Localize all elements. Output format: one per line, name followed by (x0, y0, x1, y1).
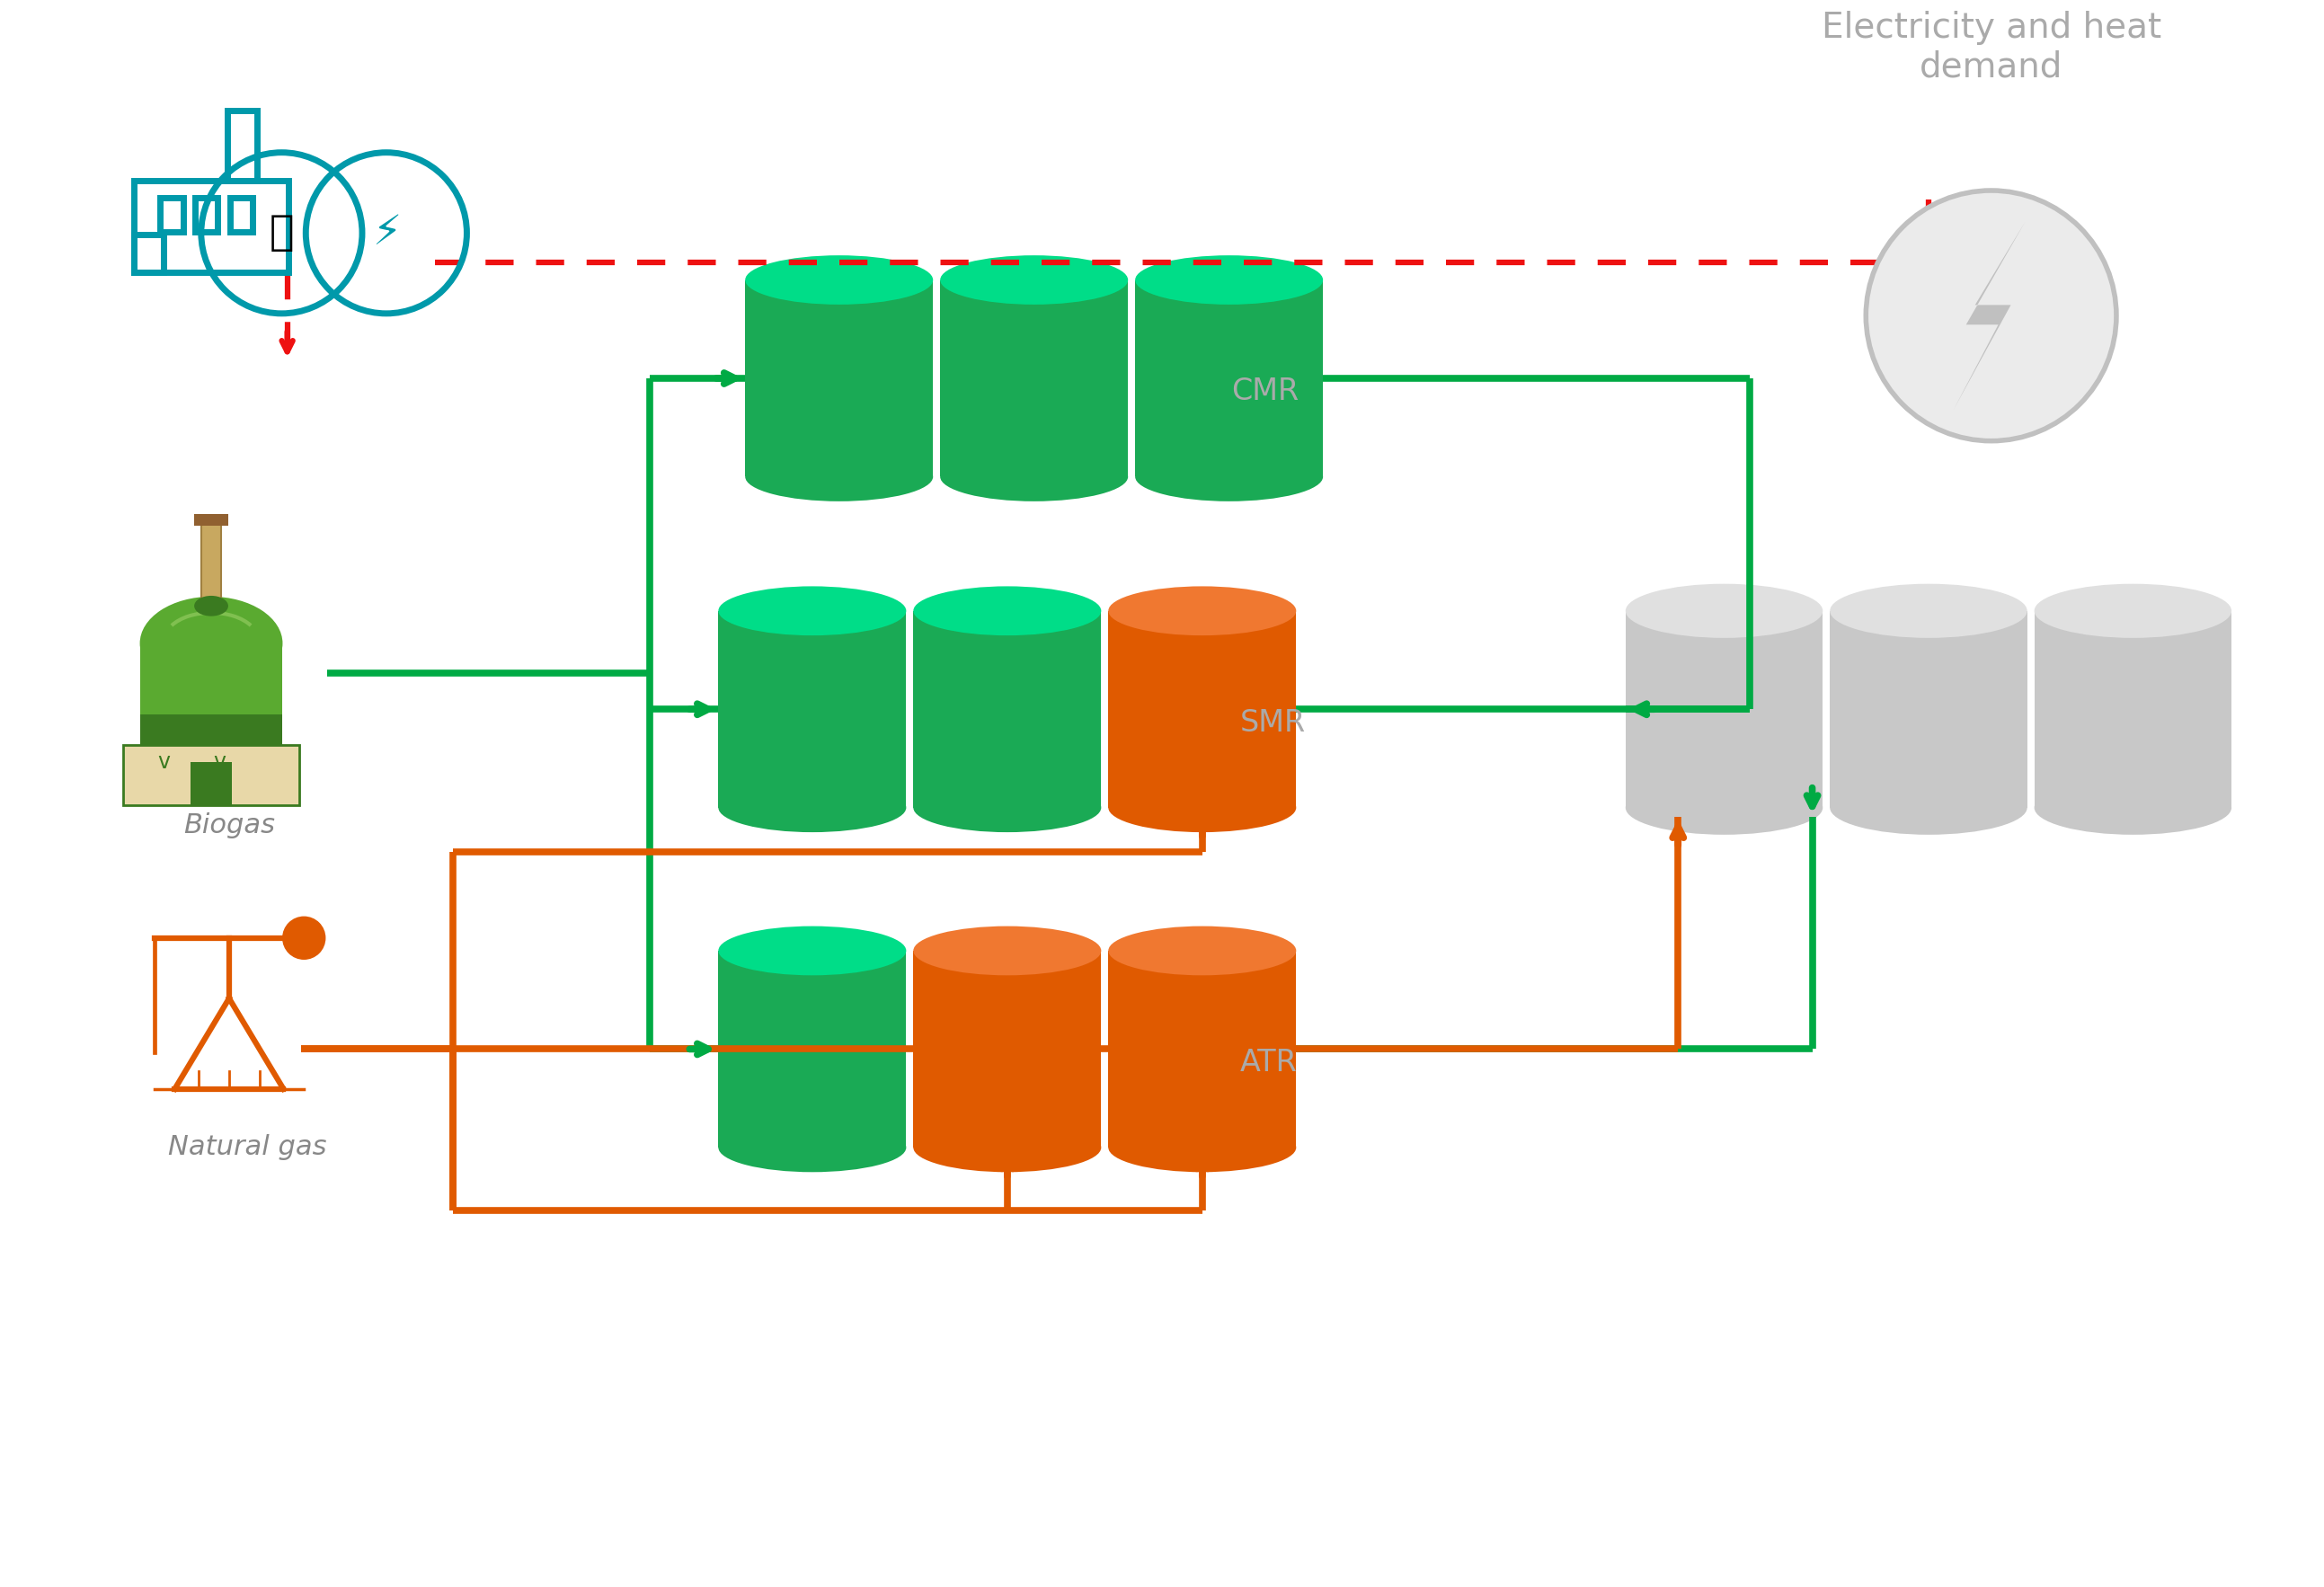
Ellipse shape (1109, 782, 1297, 832)
Ellipse shape (718, 586, 906, 635)
Text: ATR: ATR (1239, 1047, 1297, 1078)
Bar (913, 951, 1102, 1147)
Bar (746, 279, 932, 476)
Text: ⚡: ⚡ (372, 213, 400, 254)
Ellipse shape (913, 782, 1102, 832)
Ellipse shape (1624, 584, 1822, 638)
Bar (160, 198, 184, 232)
Bar (200, 521, 221, 603)
Ellipse shape (718, 927, 906, 976)
Text: SMR: SMR (1239, 708, 1306, 738)
Bar (123, 746, 300, 805)
Bar (191, 762, 232, 805)
Bar (1134, 279, 1322, 476)
Bar (135, 181, 288, 271)
Ellipse shape (1134, 452, 1322, 501)
Bar (2034, 611, 2231, 808)
Text: Biogas: Biogas (184, 813, 274, 838)
Ellipse shape (1624, 781, 1822, 835)
Bar (228, 111, 258, 181)
Ellipse shape (746, 452, 932, 501)
Bar (1829, 611, 2027, 808)
Ellipse shape (718, 782, 906, 832)
Bar (139, 643, 284, 746)
Ellipse shape (1829, 584, 2027, 638)
Bar (195, 198, 218, 232)
Bar (230, 198, 253, 232)
Bar (139, 714, 284, 746)
Ellipse shape (913, 927, 1102, 976)
Ellipse shape (2034, 584, 2231, 638)
Ellipse shape (746, 256, 932, 305)
Ellipse shape (1109, 1124, 1297, 1173)
Text: v: v (158, 752, 170, 773)
Text: CMR: CMR (1232, 378, 1299, 406)
Ellipse shape (2034, 781, 2231, 835)
Bar (941, 279, 1127, 476)
Text: 🔥: 🔥 (270, 213, 295, 254)
Ellipse shape (718, 1124, 906, 1173)
Text: v: v (214, 752, 225, 773)
Ellipse shape (913, 1124, 1102, 1173)
Bar (1624, 611, 1822, 808)
Bar (1109, 951, 1297, 1147)
Bar (135, 235, 163, 271)
Circle shape (1866, 190, 2117, 441)
Ellipse shape (1829, 781, 2027, 835)
Bar (718, 611, 906, 808)
Bar (913, 611, 1102, 808)
Ellipse shape (941, 452, 1127, 501)
Ellipse shape (1109, 927, 1297, 976)
Text: Electricity and heat
demand: Electricity and heat demand (1822, 11, 2161, 84)
Circle shape (281, 916, 325, 960)
Ellipse shape (195, 595, 228, 616)
Bar (718, 951, 906, 1147)
Bar (1109, 611, 1297, 808)
Ellipse shape (913, 586, 1102, 635)
Ellipse shape (941, 256, 1127, 305)
Ellipse shape (139, 597, 284, 690)
Ellipse shape (1134, 256, 1322, 305)
Bar (195, 514, 228, 525)
Polygon shape (1954, 222, 2024, 409)
Ellipse shape (1109, 586, 1297, 635)
Text: Natural gas: Natural gas (167, 1135, 325, 1160)
